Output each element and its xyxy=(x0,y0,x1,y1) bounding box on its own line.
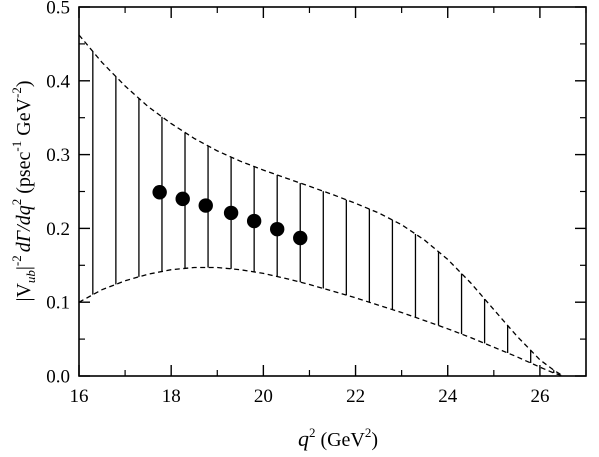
uncertainty-band xyxy=(78,34,564,377)
x-tick-label: 22 xyxy=(346,386,365,407)
x-tick-label: 18 xyxy=(162,386,181,407)
y-axis-label: |Vub|-2dΓ/dq2 (psec-1 GeV-2) xyxy=(9,80,38,301)
upper-bound-curve xyxy=(78,34,564,377)
x-tick-label: 20 xyxy=(254,386,273,407)
x-tick-label: 16 xyxy=(70,386,89,407)
lower-bound-curve xyxy=(78,266,564,377)
data-point xyxy=(223,205,239,221)
data-point xyxy=(246,213,262,229)
y-tick-label: 0.0 xyxy=(46,367,70,388)
data-point xyxy=(293,230,308,246)
data-point xyxy=(175,191,190,207)
data-points xyxy=(152,185,308,246)
x-tick-label: 26 xyxy=(531,386,550,407)
y-tick-label: 0.4 xyxy=(46,71,70,92)
x-axis-label: q2 (GeV2) xyxy=(298,425,378,451)
x-tick-label: 24 xyxy=(438,386,458,407)
y-tick-label: 0.2 xyxy=(46,219,70,240)
y-tick-label: 0.1 xyxy=(46,293,70,314)
plot-frame xyxy=(78,6,587,377)
y-tick-label: 0.3 xyxy=(46,145,70,166)
y-tick-label: 0.5 xyxy=(46,0,70,19)
data-point xyxy=(152,185,167,200)
data-point xyxy=(269,221,285,237)
data-point xyxy=(198,198,213,213)
